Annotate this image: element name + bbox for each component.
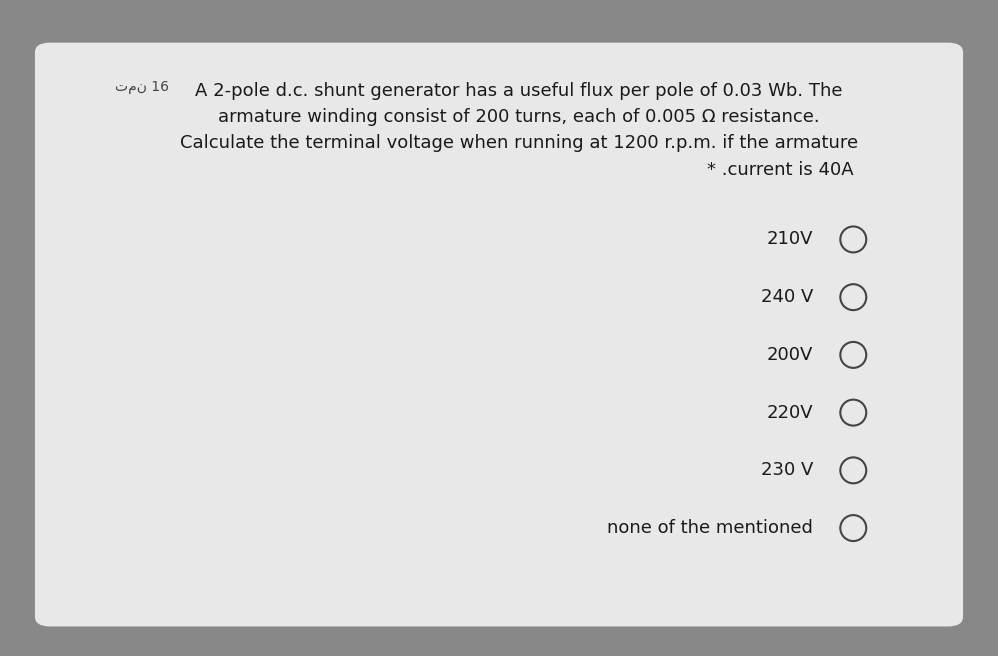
Text: 200V: 200V bbox=[767, 346, 813, 364]
Text: A 2-pole d.c. shunt generator has a useful flux per pole of 0.03 Wb. The: A 2-pole d.c. shunt generator has a usef… bbox=[196, 82, 842, 100]
Text: 210V: 210V bbox=[766, 230, 813, 249]
Text: تمن 16: تمن 16 bbox=[115, 80, 169, 94]
Text: 240 V: 240 V bbox=[761, 288, 813, 306]
FancyBboxPatch shape bbox=[35, 43, 963, 626]
Text: armature winding consist of 200 turns, each of 0.005 Ω resistance.: armature winding consist of 200 turns, e… bbox=[219, 108, 819, 126]
Text: Calculate the terminal voltage when running at 1200 r.p.m. if the armature: Calculate the terminal voltage when runn… bbox=[180, 134, 858, 152]
Text: 230 V: 230 V bbox=[761, 461, 813, 480]
Text: * .current is 40A: * .current is 40A bbox=[707, 161, 853, 178]
Text: 220V: 220V bbox=[766, 403, 813, 422]
Text: none of the mentioned: none of the mentioned bbox=[608, 519, 813, 537]
